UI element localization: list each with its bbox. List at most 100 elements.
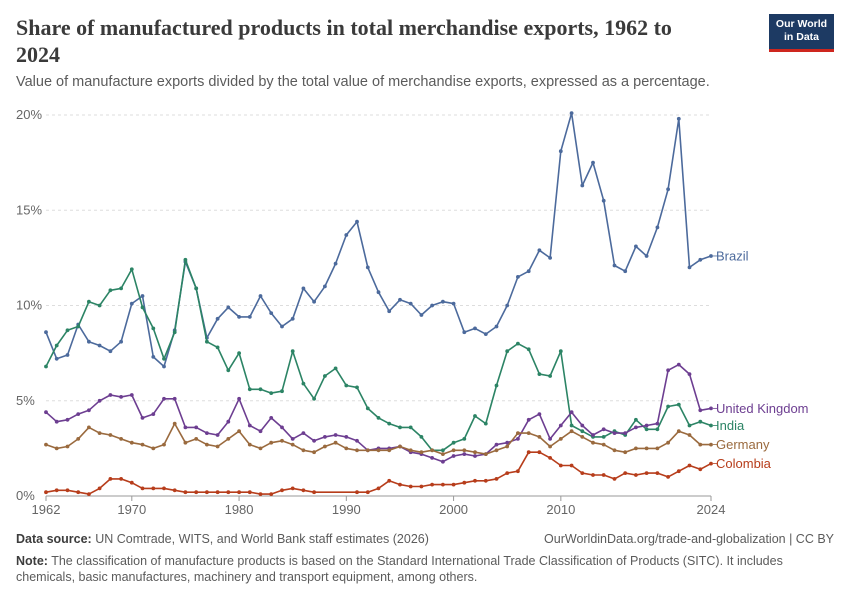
y-tick-label: 20% bbox=[16, 107, 42, 122]
data-point bbox=[666, 440, 670, 445]
data-point bbox=[516, 275, 520, 279]
data-point bbox=[108, 433, 113, 437]
data-point bbox=[408, 425, 413, 430]
data-point bbox=[140, 294, 145, 298]
data-point bbox=[108, 349, 113, 354]
data-point bbox=[119, 395, 123, 399]
data-point bbox=[140, 416, 145, 420]
data-point bbox=[129, 267, 134, 272]
data-point bbox=[333, 440, 338, 445]
data-point bbox=[44, 490, 48, 495]
data-point bbox=[569, 429, 574, 434]
x-tick-label: 1980 bbox=[225, 502, 254, 517]
chart-subtitle: Value of manufacture exports divided by … bbox=[16, 74, 710, 90]
data-point bbox=[215, 316, 220, 321]
data-point bbox=[430, 456, 434, 460]
data-point bbox=[301, 381, 306, 386]
data-point bbox=[601, 198, 606, 203]
data-point bbox=[215, 490, 220, 495]
data-point bbox=[505, 471, 510, 475]
x-tick-label: 2010 bbox=[546, 502, 575, 517]
data-point bbox=[408, 484, 413, 489]
data-point bbox=[97, 431, 102, 435]
data-point bbox=[54, 446, 59, 451]
data-point bbox=[698, 257, 703, 262]
data-point bbox=[215, 433, 220, 437]
data-point bbox=[376, 416, 381, 420]
data-point bbox=[451, 448, 456, 453]
data-point bbox=[387, 478, 392, 483]
data-point bbox=[129, 393, 134, 397]
series-label[interactable]: Colombia bbox=[716, 456, 772, 471]
data-point bbox=[290, 486, 295, 491]
data-point bbox=[655, 225, 660, 230]
data-point bbox=[451, 482, 456, 487]
data-point bbox=[44, 410, 48, 415]
data-point bbox=[76, 412, 81, 416]
data-point bbox=[655, 427, 660, 432]
data-point bbox=[344, 446, 349, 451]
data-point bbox=[408, 448, 413, 453]
series-label[interactable]: Germany bbox=[716, 437, 770, 452]
y-tick-label: 0% bbox=[16, 488, 35, 503]
data-point bbox=[312, 396, 316, 401]
series-label[interactable]: United Kingdom bbox=[716, 401, 809, 416]
data-point bbox=[119, 286, 123, 291]
data-point bbox=[580, 435, 585, 439]
data-point bbox=[655, 471, 660, 475]
data-point bbox=[676, 402, 681, 407]
data-point bbox=[666, 475, 670, 479]
data-point bbox=[119, 339, 123, 344]
data-point bbox=[516, 437, 520, 441]
data-point bbox=[65, 353, 70, 357]
data-point bbox=[183, 425, 188, 430]
data-point bbox=[494, 383, 499, 388]
data-point bbox=[516, 469, 520, 474]
data-point bbox=[612, 263, 617, 268]
data-point bbox=[580, 423, 585, 428]
data-point bbox=[580, 471, 585, 475]
data-point bbox=[473, 414, 477, 418]
series-germany[interactable] bbox=[44, 421, 713, 456]
data-point bbox=[634, 244, 638, 249]
data-point bbox=[494, 448, 499, 453]
owid-logo[interactable]: Our World in Data bbox=[769, 14, 834, 52]
data-point bbox=[119, 477, 123, 481]
data-point bbox=[87, 492, 91, 496]
data-point bbox=[526, 347, 531, 352]
data-point bbox=[269, 492, 274, 496]
data-point bbox=[172, 488, 177, 493]
data-point bbox=[387, 309, 392, 314]
data-point bbox=[398, 425, 402, 430]
source-url[interactable]: OurWorldinData.org/trade-and-globalizati… bbox=[544, 532, 834, 546]
data-point bbox=[280, 438, 284, 443]
data-point bbox=[580, 183, 585, 188]
data-point bbox=[280, 425, 284, 430]
data-point bbox=[655, 421, 660, 426]
data-point bbox=[537, 450, 542, 455]
data-point bbox=[54, 419, 59, 424]
source-label: Data source: bbox=[16, 532, 92, 546]
data-point bbox=[97, 486, 102, 491]
data-point bbox=[301, 431, 306, 435]
series-label[interactable]: India bbox=[716, 418, 745, 433]
data-point bbox=[129, 480, 134, 485]
series-colombia[interactable] bbox=[44, 450, 713, 496]
data-point bbox=[183, 257, 188, 262]
data-point bbox=[376, 486, 381, 491]
data-point bbox=[441, 299, 445, 304]
data-point bbox=[65, 488, 70, 493]
data-point bbox=[387, 448, 392, 453]
source-text: UN Comtrade, WITS, and World Bank staff … bbox=[91, 532, 429, 546]
data-point bbox=[54, 343, 59, 348]
data-point bbox=[591, 440, 595, 445]
data-point bbox=[97, 303, 102, 308]
data-point bbox=[205, 431, 209, 435]
series-brazil[interactable] bbox=[44, 111, 713, 369]
data-point bbox=[601, 442, 606, 447]
series-india[interactable] bbox=[44, 257, 713, 453]
data-point bbox=[215, 444, 220, 449]
data-point bbox=[687, 372, 692, 376]
series-label[interactable]: Brazil bbox=[716, 248, 749, 263]
data-point bbox=[65, 328, 70, 333]
